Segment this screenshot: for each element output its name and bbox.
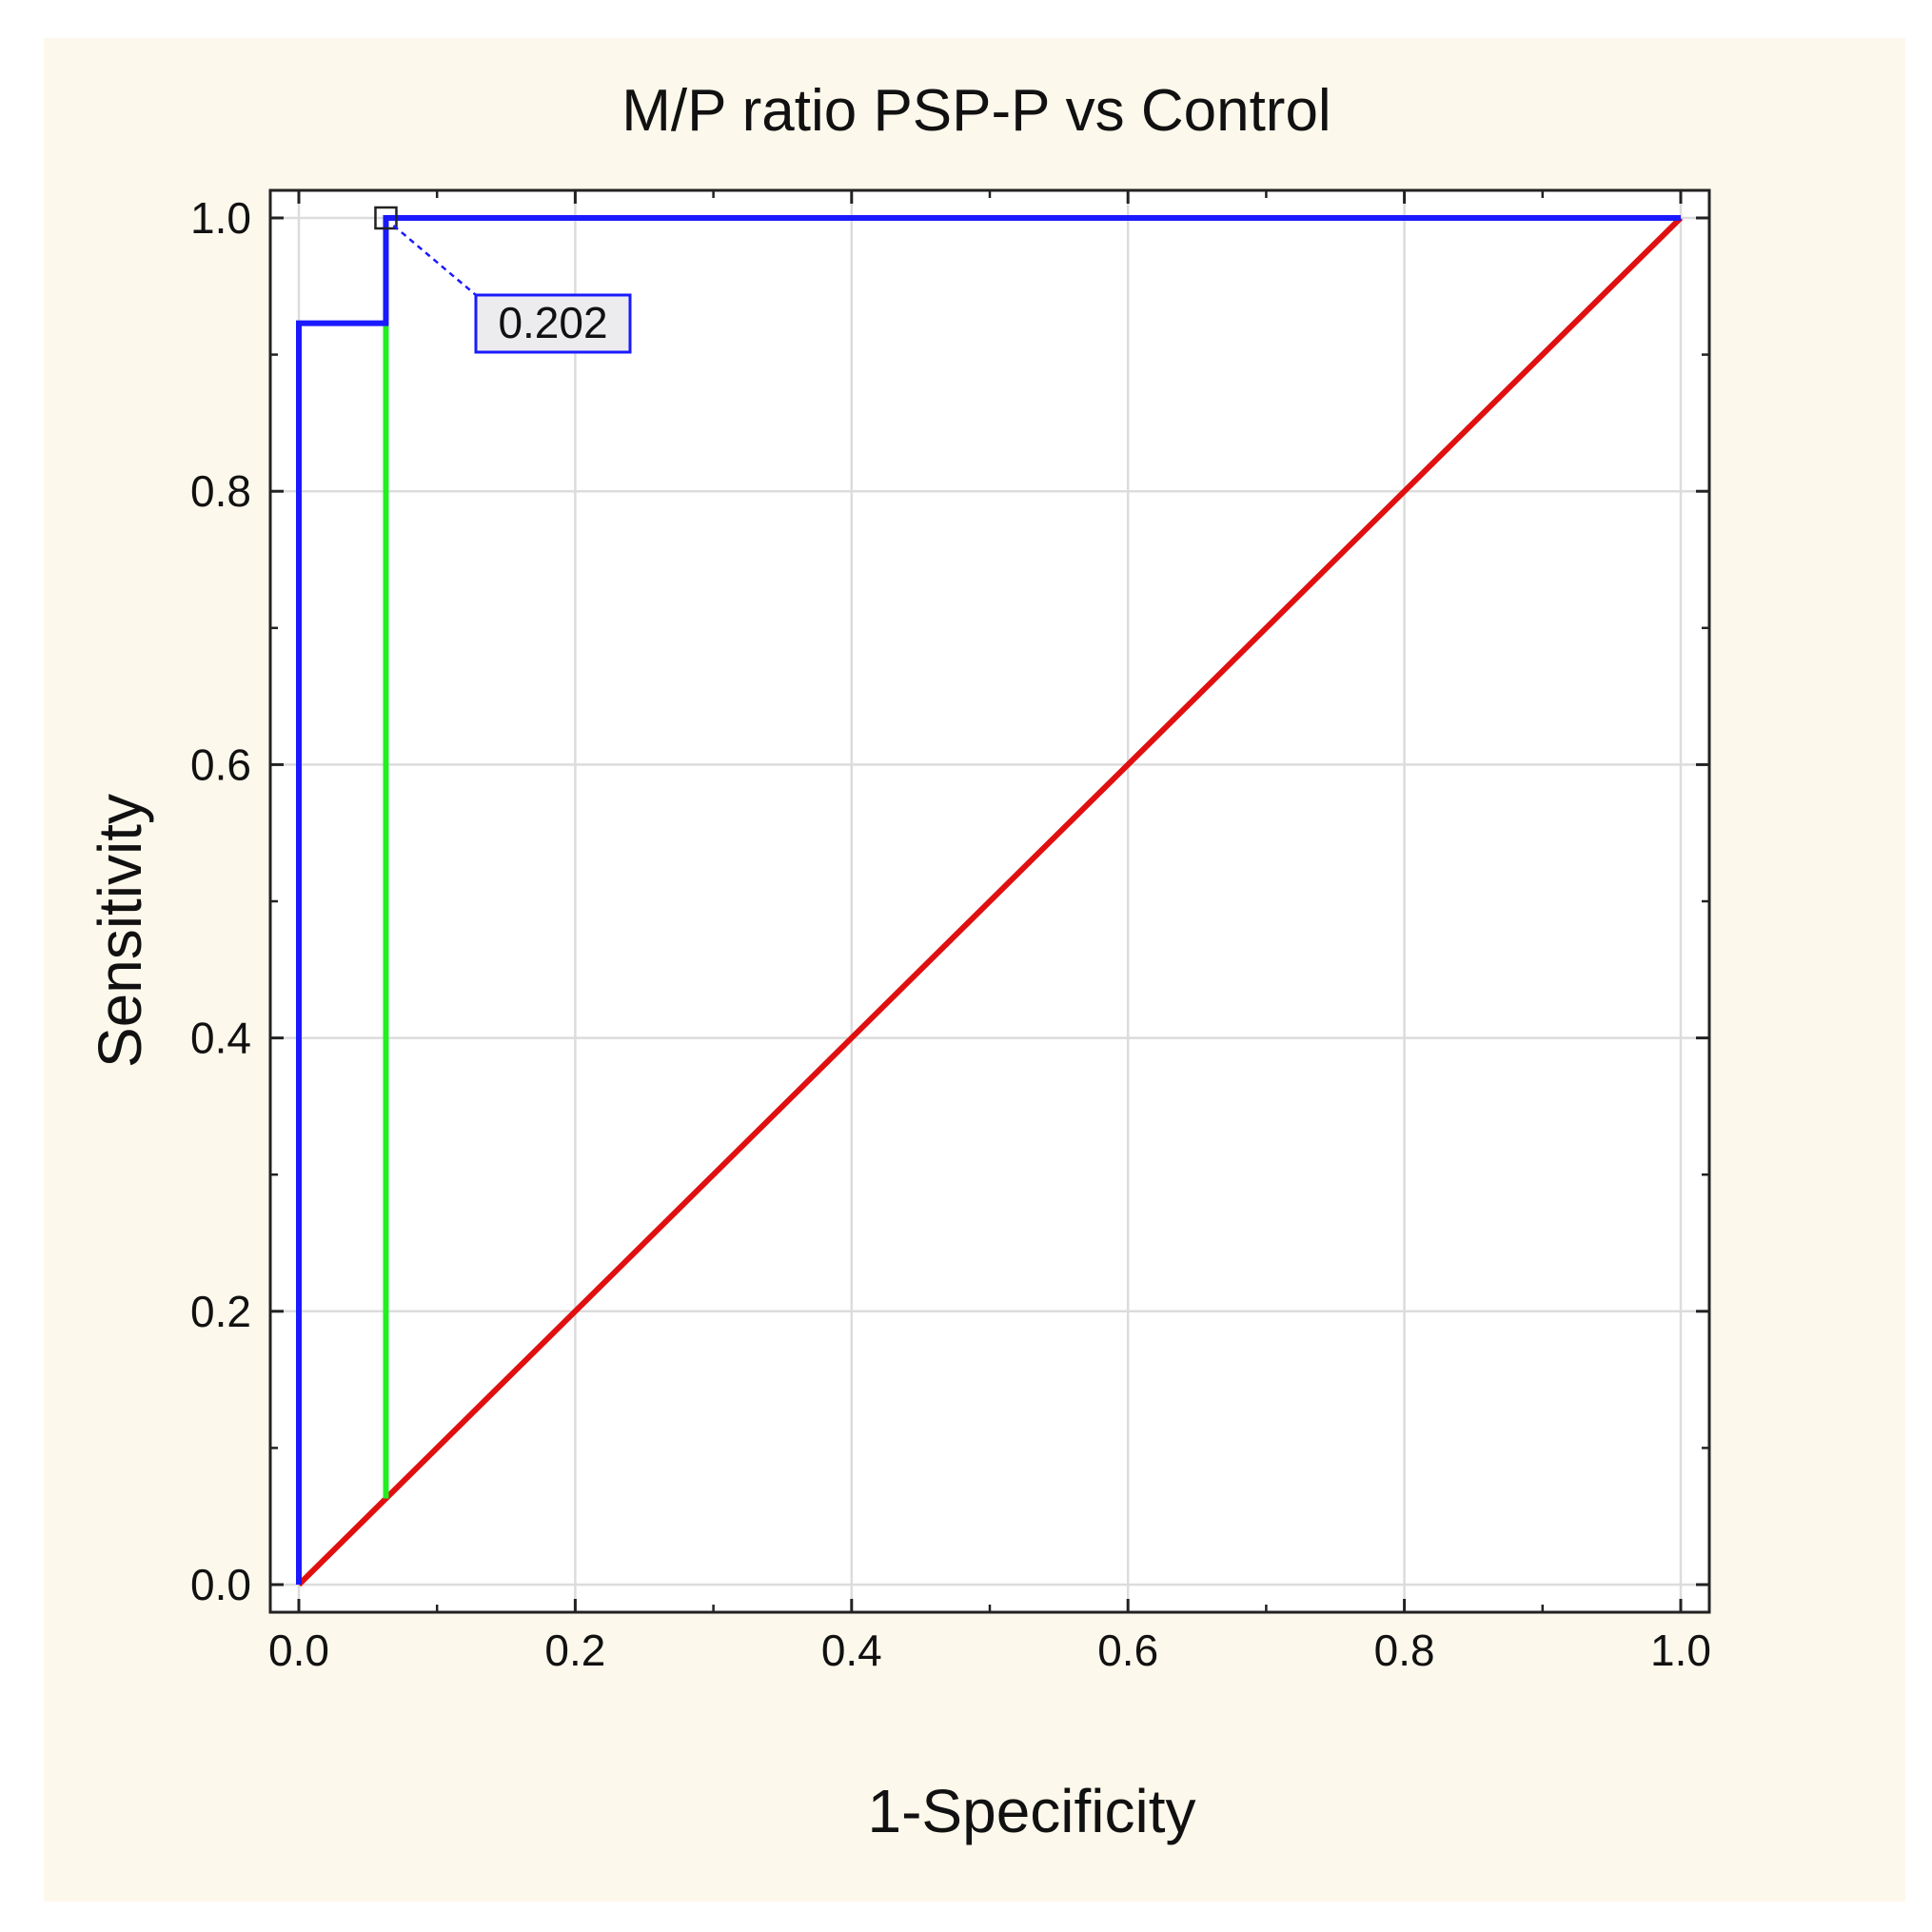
y-tick-labels: 0.0 0.2 0.4 0.6 0.8 1.0 <box>190 193 251 1609</box>
roc-curve-line <box>296 215 1681 1585</box>
reference-diagonal-line <box>296 215 1684 1587</box>
plot-border <box>268 188 1711 1614</box>
x-tick-label: 0.6 <box>1097 1626 1158 1675</box>
annotation-box <box>474 293 632 354</box>
grid-lines <box>270 190 1709 1612</box>
series-group <box>296 215 1684 1587</box>
y-tick-label: 0.0 <box>190 1560 251 1609</box>
chart-frame: M/P ratio PSP-P vs Control 0.0 0.2 0.4 0.6 0… <box>44 38 1905 1902</box>
y-axis-label: Sensitivity <box>86 794 154 1068</box>
annotation-label: 0.202 <box>498 298 607 347</box>
x-axis-label: 1-Specificity <box>868 1777 1196 1845</box>
x-tick-label: 0.0 <box>268 1626 329 1675</box>
cutoff-marker <box>374 206 398 230</box>
annotation-group: 0.202 <box>374 206 632 354</box>
annotation-leader-line <box>392 225 477 296</box>
x-tick-labels: 0.0 0.2 0.4 0.6 0.8 1.0 <box>268 1626 1711 1675</box>
x-tick-label: 0.4 <box>821 1626 882 1675</box>
y-tick-label: 0.8 <box>190 466 251 516</box>
chart-title: M/P ratio PSP-P vs Control <box>621 78 1331 144</box>
x-tick-label: 0.8 <box>1374 1626 1435 1675</box>
roc-chart: M/P ratio PSP-P vs Control 0.0 0.2 0.4 0.6 0… <box>86 78 1711 1845</box>
y-tick-label: 1.0 <box>190 193 251 243</box>
y-tick-label: 0.2 <box>190 1287 251 1336</box>
y-tick-label: 0.4 <box>190 1014 251 1063</box>
y-tick-label: 0.6 <box>190 739 251 789</box>
x-tick-label: 0.2 <box>544 1626 605 1675</box>
x-tick-label: 1.0 <box>1650 1626 1711 1675</box>
